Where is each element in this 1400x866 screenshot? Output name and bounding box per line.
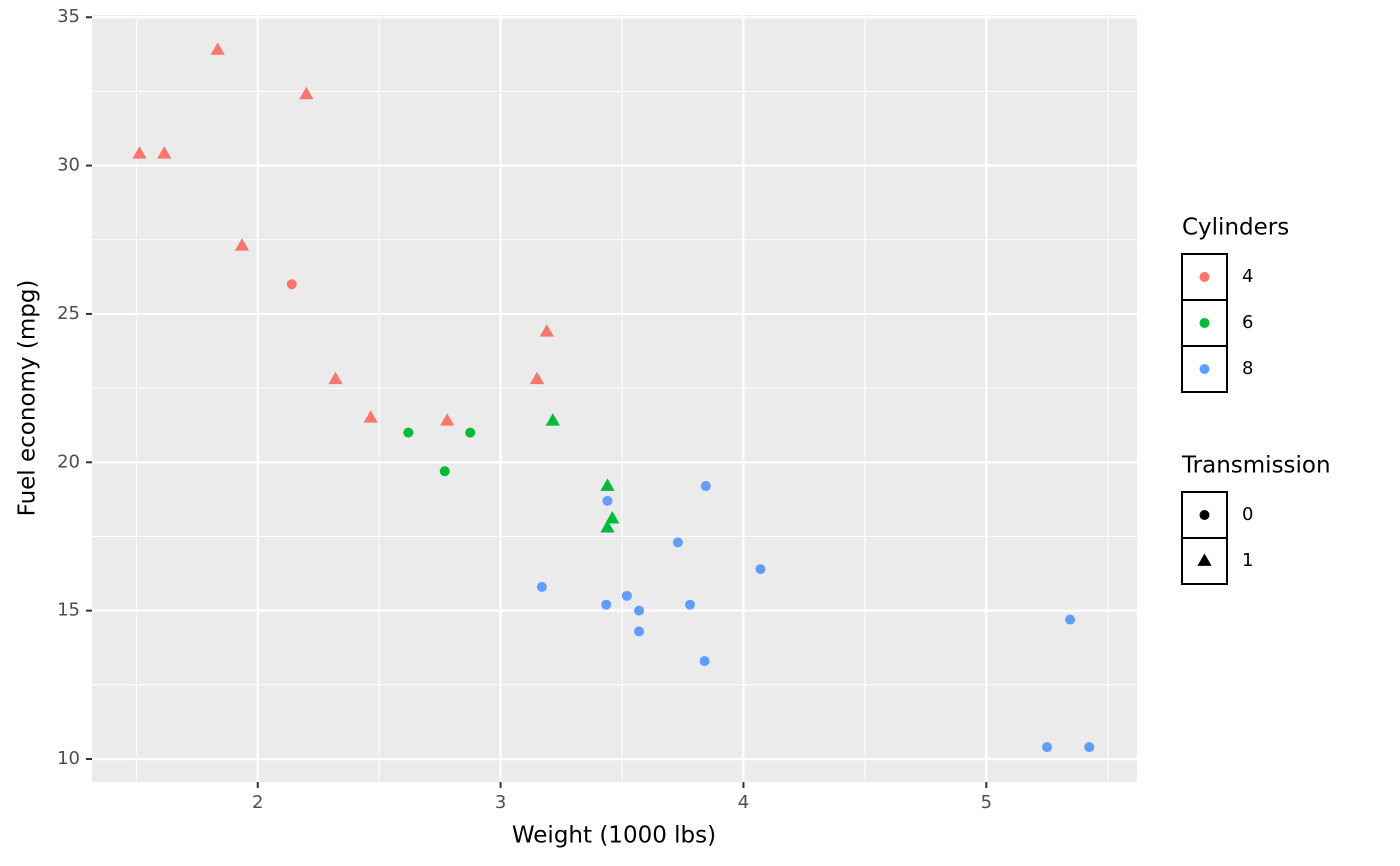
x-tick-label: 3 <box>495 792 506 813</box>
y-tick-label: 25 <box>57 303 80 324</box>
legend-swatch <box>1199 510 1210 520</box>
point <box>672 537 683 548</box>
x-axis-title: Weight (1000 lbs) <box>512 823 716 849</box>
legend-swatch <box>1199 364 1210 374</box>
point <box>699 656 710 667</box>
point <box>1042 742 1053 753</box>
point <box>536 581 547 592</box>
point <box>363 410 378 423</box>
legend-label: 4 <box>1242 266 1253 287</box>
point <box>600 520 615 533</box>
y-tick-label: 10 <box>57 748 80 769</box>
point <box>685 599 696 610</box>
legend-swatch <box>1199 272 1210 282</box>
point <box>600 478 615 491</box>
panel <box>92 15 1137 782</box>
y-tick-label: 35 <box>57 6 80 27</box>
x-tick-label: 5 <box>981 792 992 813</box>
point <box>634 626 645 637</box>
legend-label: 1 <box>1242 550 1253 571</box>
point <box>545 413 560 426</box>
point <box>529 371 545 385</box>
y-tick-label: 20 <box>57 451 80 472</box>
x-tick-label: 2 <box>252 792 263 813</box>
point <box>299 86 314 100</box>
point <box>234 238 250 251</box>
point <box>755 564 766 575</box>
x-tick-label: 4 <box>738 792 749 813</box>
point <box>132 146 147 159</box>
point <box>1065 614 1076 625</box>
point <box>465 427 476 438</box>
y-tick-label: 30 <box>57 155 80 176</box>
y-tick-label: 15 <box>57 600 80 621</box>
legend-swatch <box>1199 318 1210 328</box>
legend-title: Cylinders <box>1182 215 1289 241</box>
legend-label: 0 <box>1242 504 1253 525</box>
point <box>539 324 554 337</box>
legend-label: 6 <box>1242 312 1253 333</box>
point <box>634 605 645 616</box>
point <box>439 466 450 477</box>
y-axis-title: Fuel economy (mpg) <box>15 280 41 517</box>
legend-title: Transmission <box>1181 453 1331 479</box>
point <box>605 511 620 524</box>
point <box>328 371 343 385</box>
point <box>602 495 613 506</box>
point <box>403 427 414 438</box>
point <box>210 42 225 55</box>
point <box>286 279 297 290</box>
point <box>440 413 455 426</box>
legend-label: 8 <box>1242 358 1253 379</box>
legend-swatch <box>1197 553 1212 566</box>
point <box>601 599 612 610</box>
point <box>157 146 172 159</box>
point <box>700 481 711 492</box>
point <box>621 590 632 601</box>
point <box>1084 742 1095 753</box>
